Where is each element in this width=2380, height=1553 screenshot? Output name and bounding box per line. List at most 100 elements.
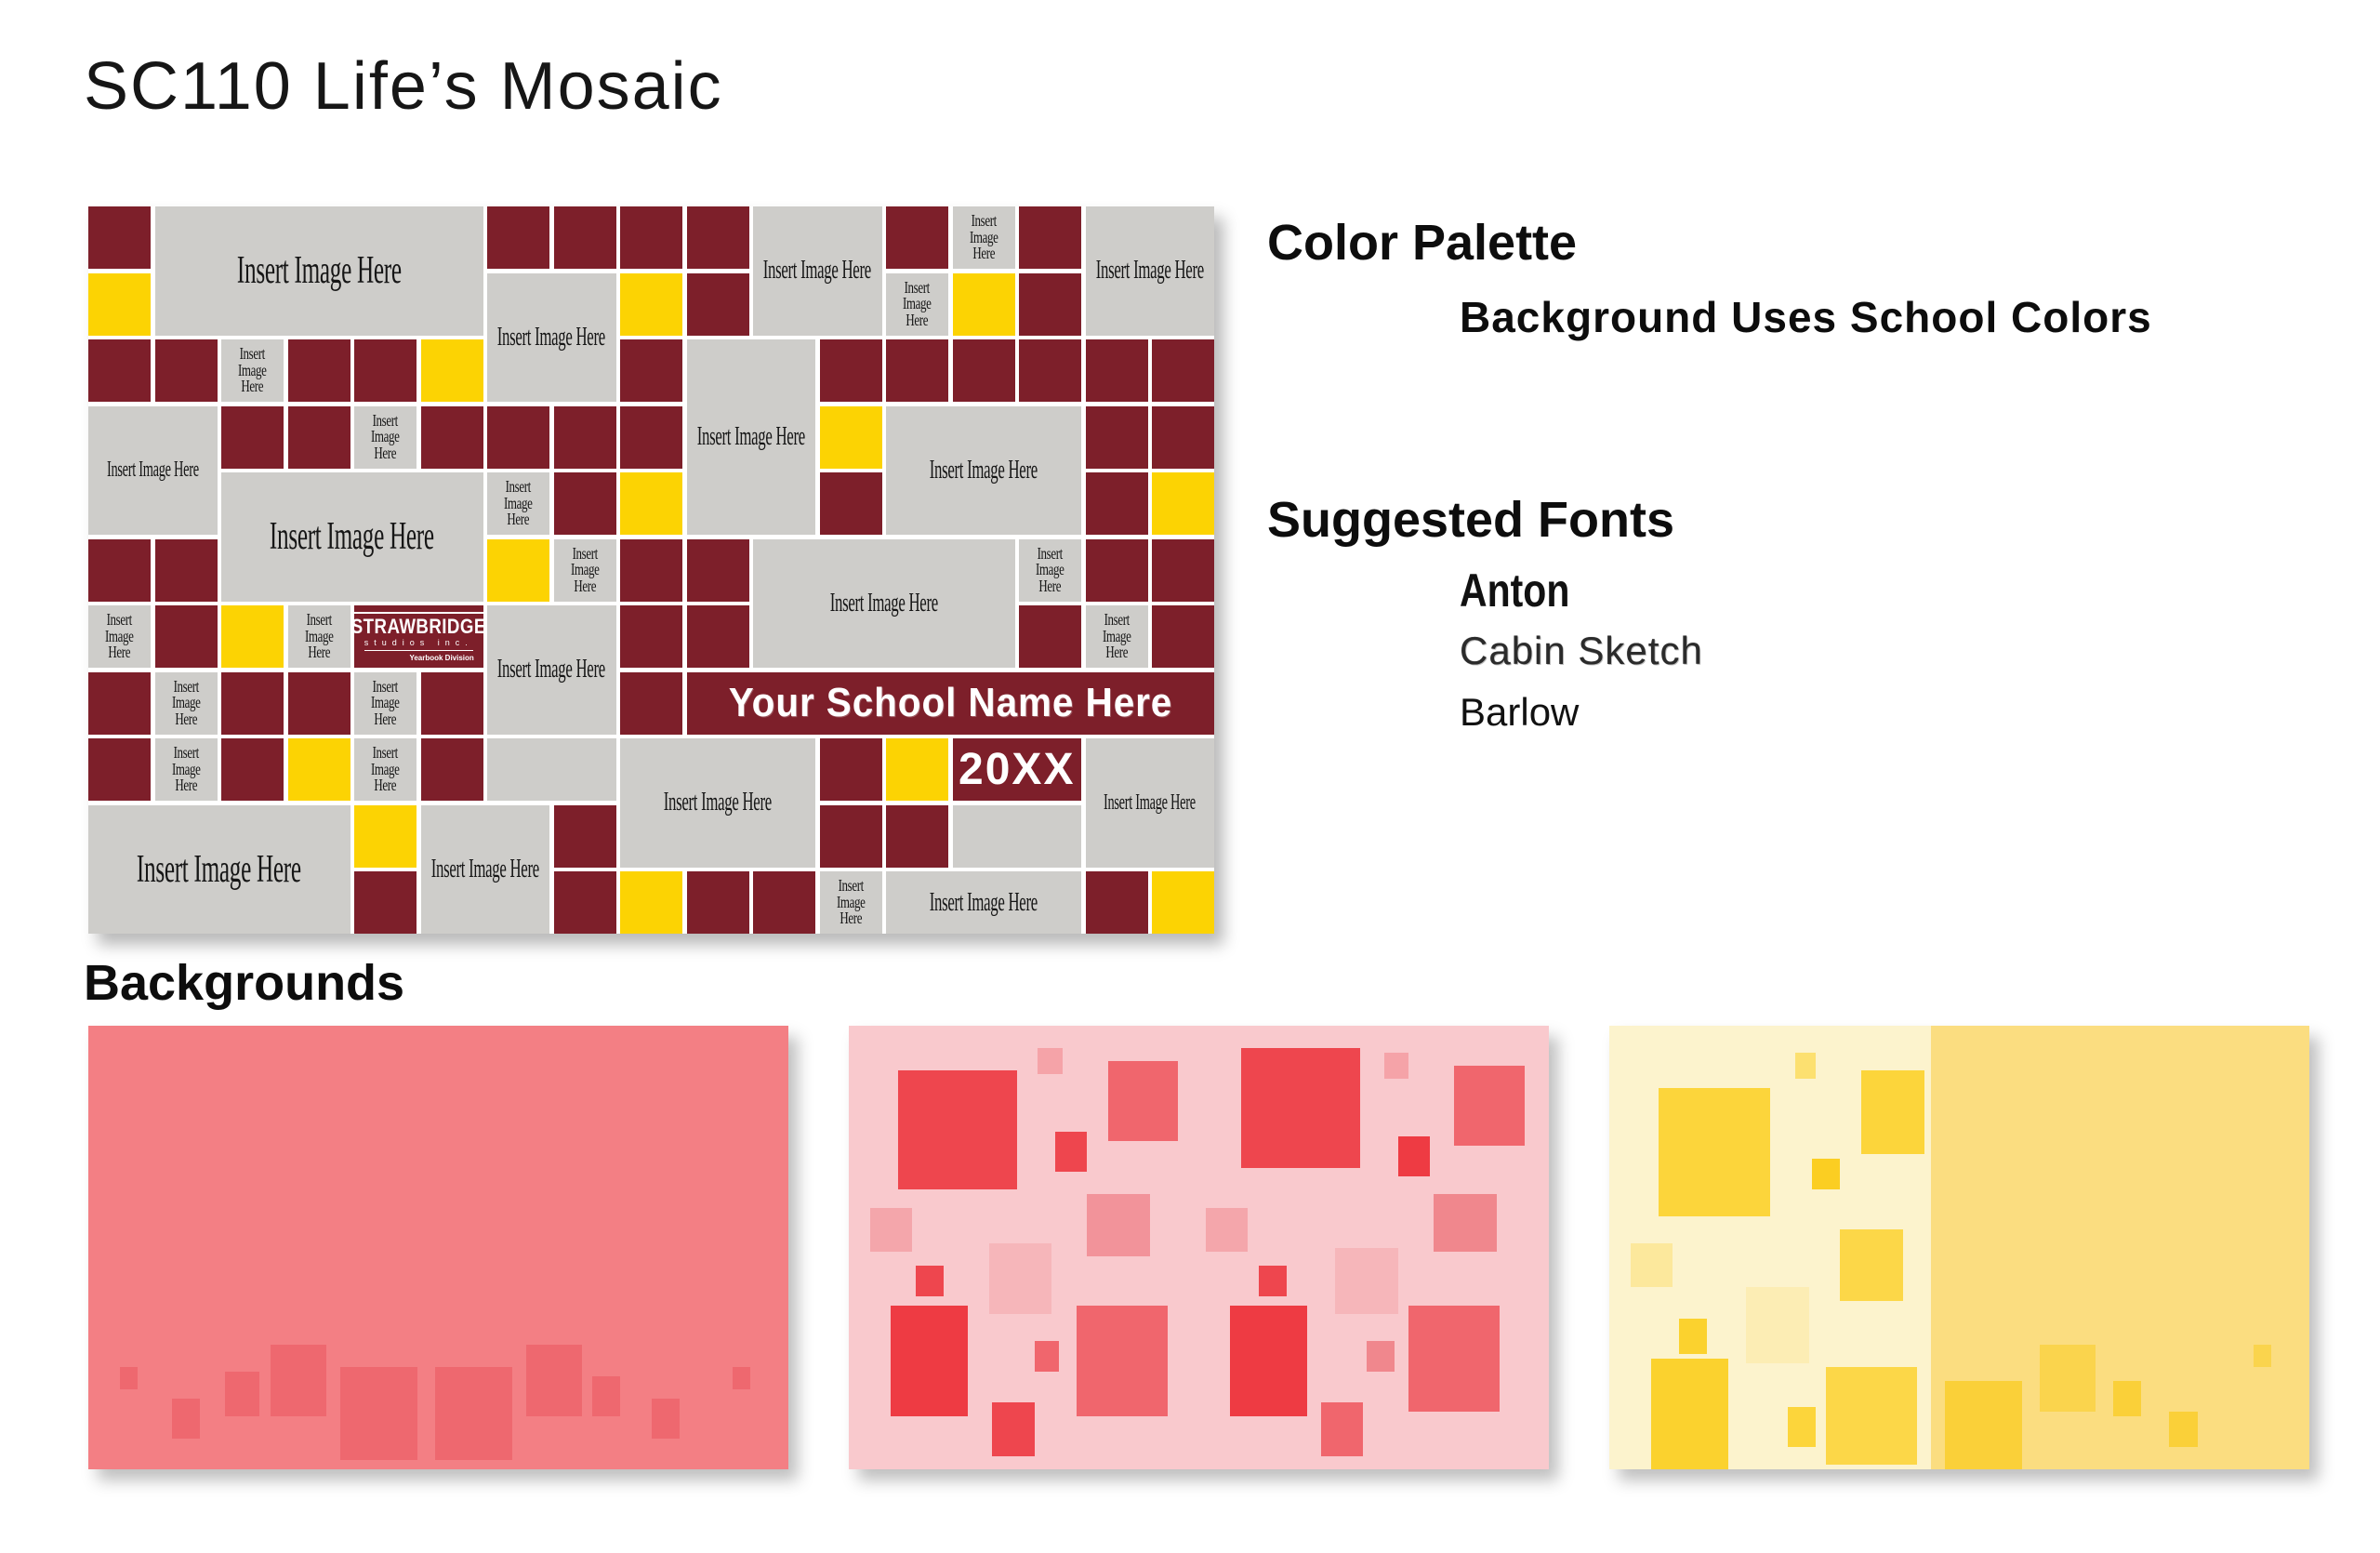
mosaic-tile-maroon: [686, 206, 749, 269]
pattern-square: [1055, 1132, 1087, 1173]
pattern-square: [1367, 1340, 1395, 1373]
pattern-square: [732, 1367, 750, 1390]
placeholder-label: Insert Image Here: [1095, 256, 1204, 285]
mosaic-image-placeholder: Insert Image Here: [1085, 605, 1148, 668]
mosaic-tile-maroon: [886, 804, 948, 868]
placeholder-label: Insert Image Here: [371, 410, 400, 462]
mosaic-tile-maroon: [686, 871, 749, 934]
strawbridge-logo-tile: STRAWBRIDGE studios inc. Yearbook Division: [354, 605, 483, 668]
mosaic-tile-yellow: [886, 738, 948, 801]
mosaic-tile-yellow: [221, 605, 284, 668]
mosaic-tile-maroon: [154, 538, 218, 602]
mosaic-tile-maroon: [1085, 538, 1148, 602]
placeholder-label: Insert Image Here: [696, 422, 805, 451]
mosaic-tile-maroon: [553, 804, 616, 868]
placeholder-label: Insert Image Here: [430, 854, 539, 883]
mosaic-tile-maroon: [287, 339, 350, 402]
mosaic-image-placeholder: Insert Image Here: [154, 738, 218, 801]
pattern-square: [1206, 1207, 1249, 1253]
mosaic-image-placeholder: Insert Image Here: [154, 671, 218, 735]
mosaic-tile-maroon: [819, 472, 882, 535]
placeholder-label: Insert Image Here: [137, 847, 302, 891]
placeholder-label: Insert Image Here: [371, 676, 400, 728]
placeholder-label: Insert Image Here: [903, 277, 932, 329]
mosaic-tile-maroon: [287, 405, 350, 469]
placeholder-label: Insert Image Here: [270, 515, 435, 559]
mosaic-tile-gray: [952, 804, 1081, 868]
placeholder-label: Insert Image Here: [497, 322, 606, 352]
mosaic-tile-maroon: [1019, 272, 1081, 336]
pattern-square: [1258, 1265, 1287, 1296]
mosaic-tile-maroon: [420, 671, 483, 735]
mosaic-tile-maroon: [553, 871, 616, 934]
mosaic-tile-maroon: [287, 671, 350, 735]
mosaic-tile-maroon: [487, 405, 549, 469]
pattern-square: [1076, 1305, 1168, 1416]
mosaic-tile-maroon: [553, 206, 616, 269]
mosaic-tile-maroon: [620, 405, 682, 469]
placeholder-label: Insert Image Here: [929, 455, 1038, 484]
placeholder-label: Insert Image Here: [371, 743, 400, 795]
pattern-square: [1840, 1229, 1904, 1301]
pattern-square: [2040, 1345, 2096, 1412]
pattern-square: [1107, 1061, 1178, 1142]
pattern-square: [1651, 1358, 1728, 1469]
mosaic-tile-yellow: [420, 339, 483, 402]
color-palette-note: Background Uses School Colors: [1460, 293, 2152, 341]
mosaic-tile-yellow: [287, 738, 350, 801]
mosaic-tile-maroon: [154, 605, 218, 668]
mosaic-tile-maroon: [354, 339, 416, 402]
mosaic-image-placeholder: Insert Image Here: [886, 871, 1081, 934]
mosaic-tile-gray: [487, 738, 616, 801]
mosaic-tile-maroon: [819, 339, 882, 402]
mosaic-tile-maroon: [88, 671, 151, 735]
mosaic-tile-maroon: [1019, 206, 1081, 269]
mosaic-tile-yellow: [620, 472, 682, 535]
mosaic-image-placeholder: Insert Image Here: [620, 738, 815, 868]
mosaic-image-placeholder: Insert Image Here: [886, 272, 948, 336]
mosaic-image-placeholder: Insert Image Here: [287, 605, 350, 668]
pattern-square: [2253, 1345, 2271, 1368]
mosaic-tile-maroon: [221, 738, 284, 801]
mosaic-tile-maroon: [553, 472, 616, 535]
pattern-square: [915, 1265, 944, 1296]
mosaic-tile-yellow: [1152, 871, 1214, 934]
mosaic-tile-maroon: [1085, 405, 1148, 469]
mosaic-tile-yellow: [819, 405, 882, 469]
mosaic-image-placeholder: Insert Image Here: [753, 206, 882, 336]
placeholder-label: Insert Image Here: [570, 543, 600, 595]
placeholder-label: Insert Image Here: [1102, 610, 1131, 662]
font-sample-barlow: Barlow: [1460, 690, 1580, 734]
placeholder-label: Insert Image Here: [236, 249, 402, 293]
pattern-square: [1087, 1194, 1150, 1257]
mosaic-template-preview: Insert Image Here Insert Image Here Insert…: [88, 206, 1214, 934]
mosaic-tile-maroon: [686, 538, 749, 602]
placeholder-label: Insert Image Here: [304, 610, 334, 662]
mosaic-tile-maroon: [886, 339, 948, 402]
pattern-square: [119, 1367, 138, 1390]
mosaic-image-placeholder: Insert Image Here: [487, 272, 616, 402]
placeholder-label: Insert Image Here: [171, 743, 201, 795]
mosaic-tile-maroon: [1085, 472, 1148, 535]
pattern-square: [434, 1367, 512, 1461]
mosaic-image-placeholder: Insert Image Here: [819, 871, 882, 934]
background-swatch-pink: [849, 1026, 1549, 1469]
pattern-square: [1240, 1047, 1360, 1168]
pattern-square: [1034, 1340, 1059, 1373]
placeholder-label: Insert Image Here: [497, 655, 606, 684]
mosaic-tile-maroon: [1152, 405, 1214, 469]
mosaic-image-placeholder: Insert Image Here: [487, 472, 549, 535]
pattern-square: [1658, 1087, 1771, 1217]
mosaic-tile-maroon: [620, 339, 682, 402]
mosaic-tile-maroon: [221, 405, 284, 469]
mosaic-image-placeholder: Insert Image Here: [1085, 206, 1214, 336]
placeholder-label: Insert Image Here: [171, 676, 201, 728]
mosaic-image-placeholder: Insert Image Here: [753, 538, 1015, 668]
mosaic-tile-maroon: [88, 538, 151, 602]
mosaic-image-placeholder: Insert Image Here: [952, 206, 1015, 269]
pattern-square: [224, 1372, 260, 1416]
pattern-square: [1861, 1069, 1924, 1155]
mosaic-image-placeholder: Insert Image Here: [420, 804, 549, 934]
pattern-square: [988, 1242, 1052, 1315]
